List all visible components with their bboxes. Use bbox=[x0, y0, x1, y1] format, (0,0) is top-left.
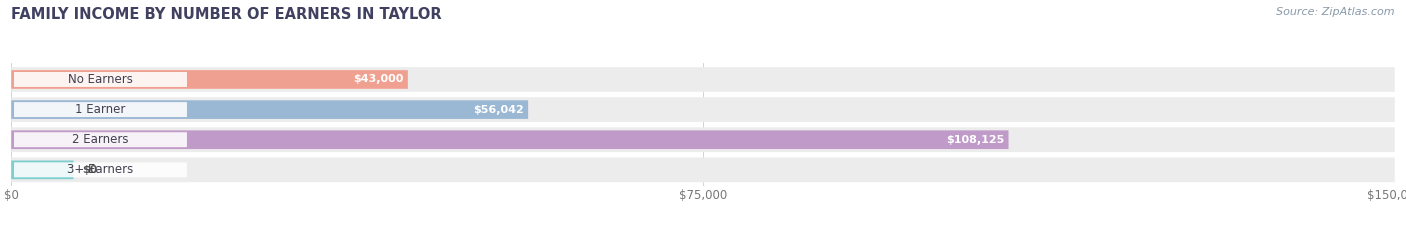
FancyBboxPatch shape bbox=[11, 130, 1008, 149]
Text: 2 Earners: 2 Earners bbox=[72, 133, 129, 146]
FancyBboxPatch shape bbox=[14, 102, 187, 117]
FancyBboxPatch shape bbox=[11, 70, 408, 89]
Text: 1 Earner: 1 Earner bbox=[76, 103, 125, 116]
Text: No Earners: No Earners bbox=[67, 73, 134, 86]
Text: $0: $0 bbox=[82, 165, 97, 175]
Text: $56,042: $56,042 bbox=[474, 105, 524, 115]
FancyBboxPatch shape bbox=[11, 97, 1395, 122]
FancyBboxPatch shape bbox=[11, 161, 73, 179]
Text: Source: ZipAtlas.com: Source: ZipAtlas.com bbox=[1277, 7, 1395, 17]
FancyBboxPatch shape bbox=[14, 132, 187, 147]
Text: FAMILY INCOME BY NUMBER OF EARNERS IN TAYLOR: FAMILY INCOME BY NUMBER OF EARNERS IN TA… bbox=[11, 7, 441, 22]
Text: $108,125: $108,125 bbox=[946, 135, 1004, 145]
FancyBboxPatch shape bbox=[11, 67, 1395, 92]
Text: 3+ Earners: 3+ Earners bbox=[67, 163, 134, 176]
FancyBboxPatch shape bbox=[14, 72, 187, 87]
FancyBboxPatch shape bbox=[11, 127, 1395, 152]
FancyBboxPatch shape bbox=[11, 100, 529, 119]
Text: $43,000: $43,000 bbox=[353, 75, 404, 85]
FancyBboxPatch shape bbox=[14, 162, 187, 177]
FancyBboxPatch shape bbox=[11, 158, 1395, 182]
